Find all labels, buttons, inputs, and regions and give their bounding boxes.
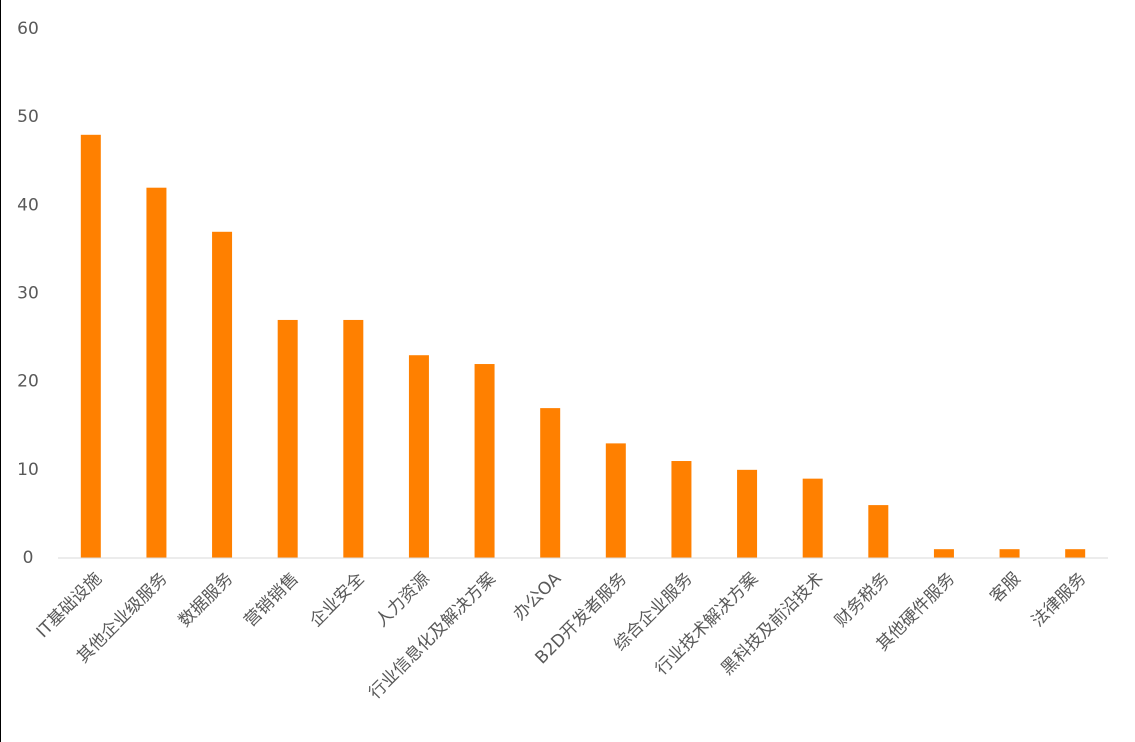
bar	[540, 408, 561, 558]
bar	[933, 549, 954, 558]
bar	[277, 319, 298, 558]
bar	[408, 355, 429, 558]
bar	[1065, 549, 1086, 558]
y-tick-label: 40	[17, 195, 39, 215]
bar	[737, 469, 758, 558]
bar	[80, 134, 101, 559]
y-tick-label: 30	[17, 284, 39, 304]
bar	[343, 319, 364, 558]
bar	[212, 231, 233, 559]
y-tick-label: 10	[17, 460, 39, 480]
y-tick-label: 50	[17, 107, 39, 127]
y-tick-label: 0	[23, 548, 34, 568]
y-tick-label: 60	[17, 19, 39, 39]
bar	[999, 549, 1020, 558]
bar	[868, 505, 889, 558]
bar	[605, 443, 626, 558]
bar	[802, 478, 823, 558]
y-tick-label: 20	[17, 372, 39, 392]
bar	[671, 461, 692, 558]
bar	[146, 187, 167, 558]
bar	[474, 364, 495, 558]
